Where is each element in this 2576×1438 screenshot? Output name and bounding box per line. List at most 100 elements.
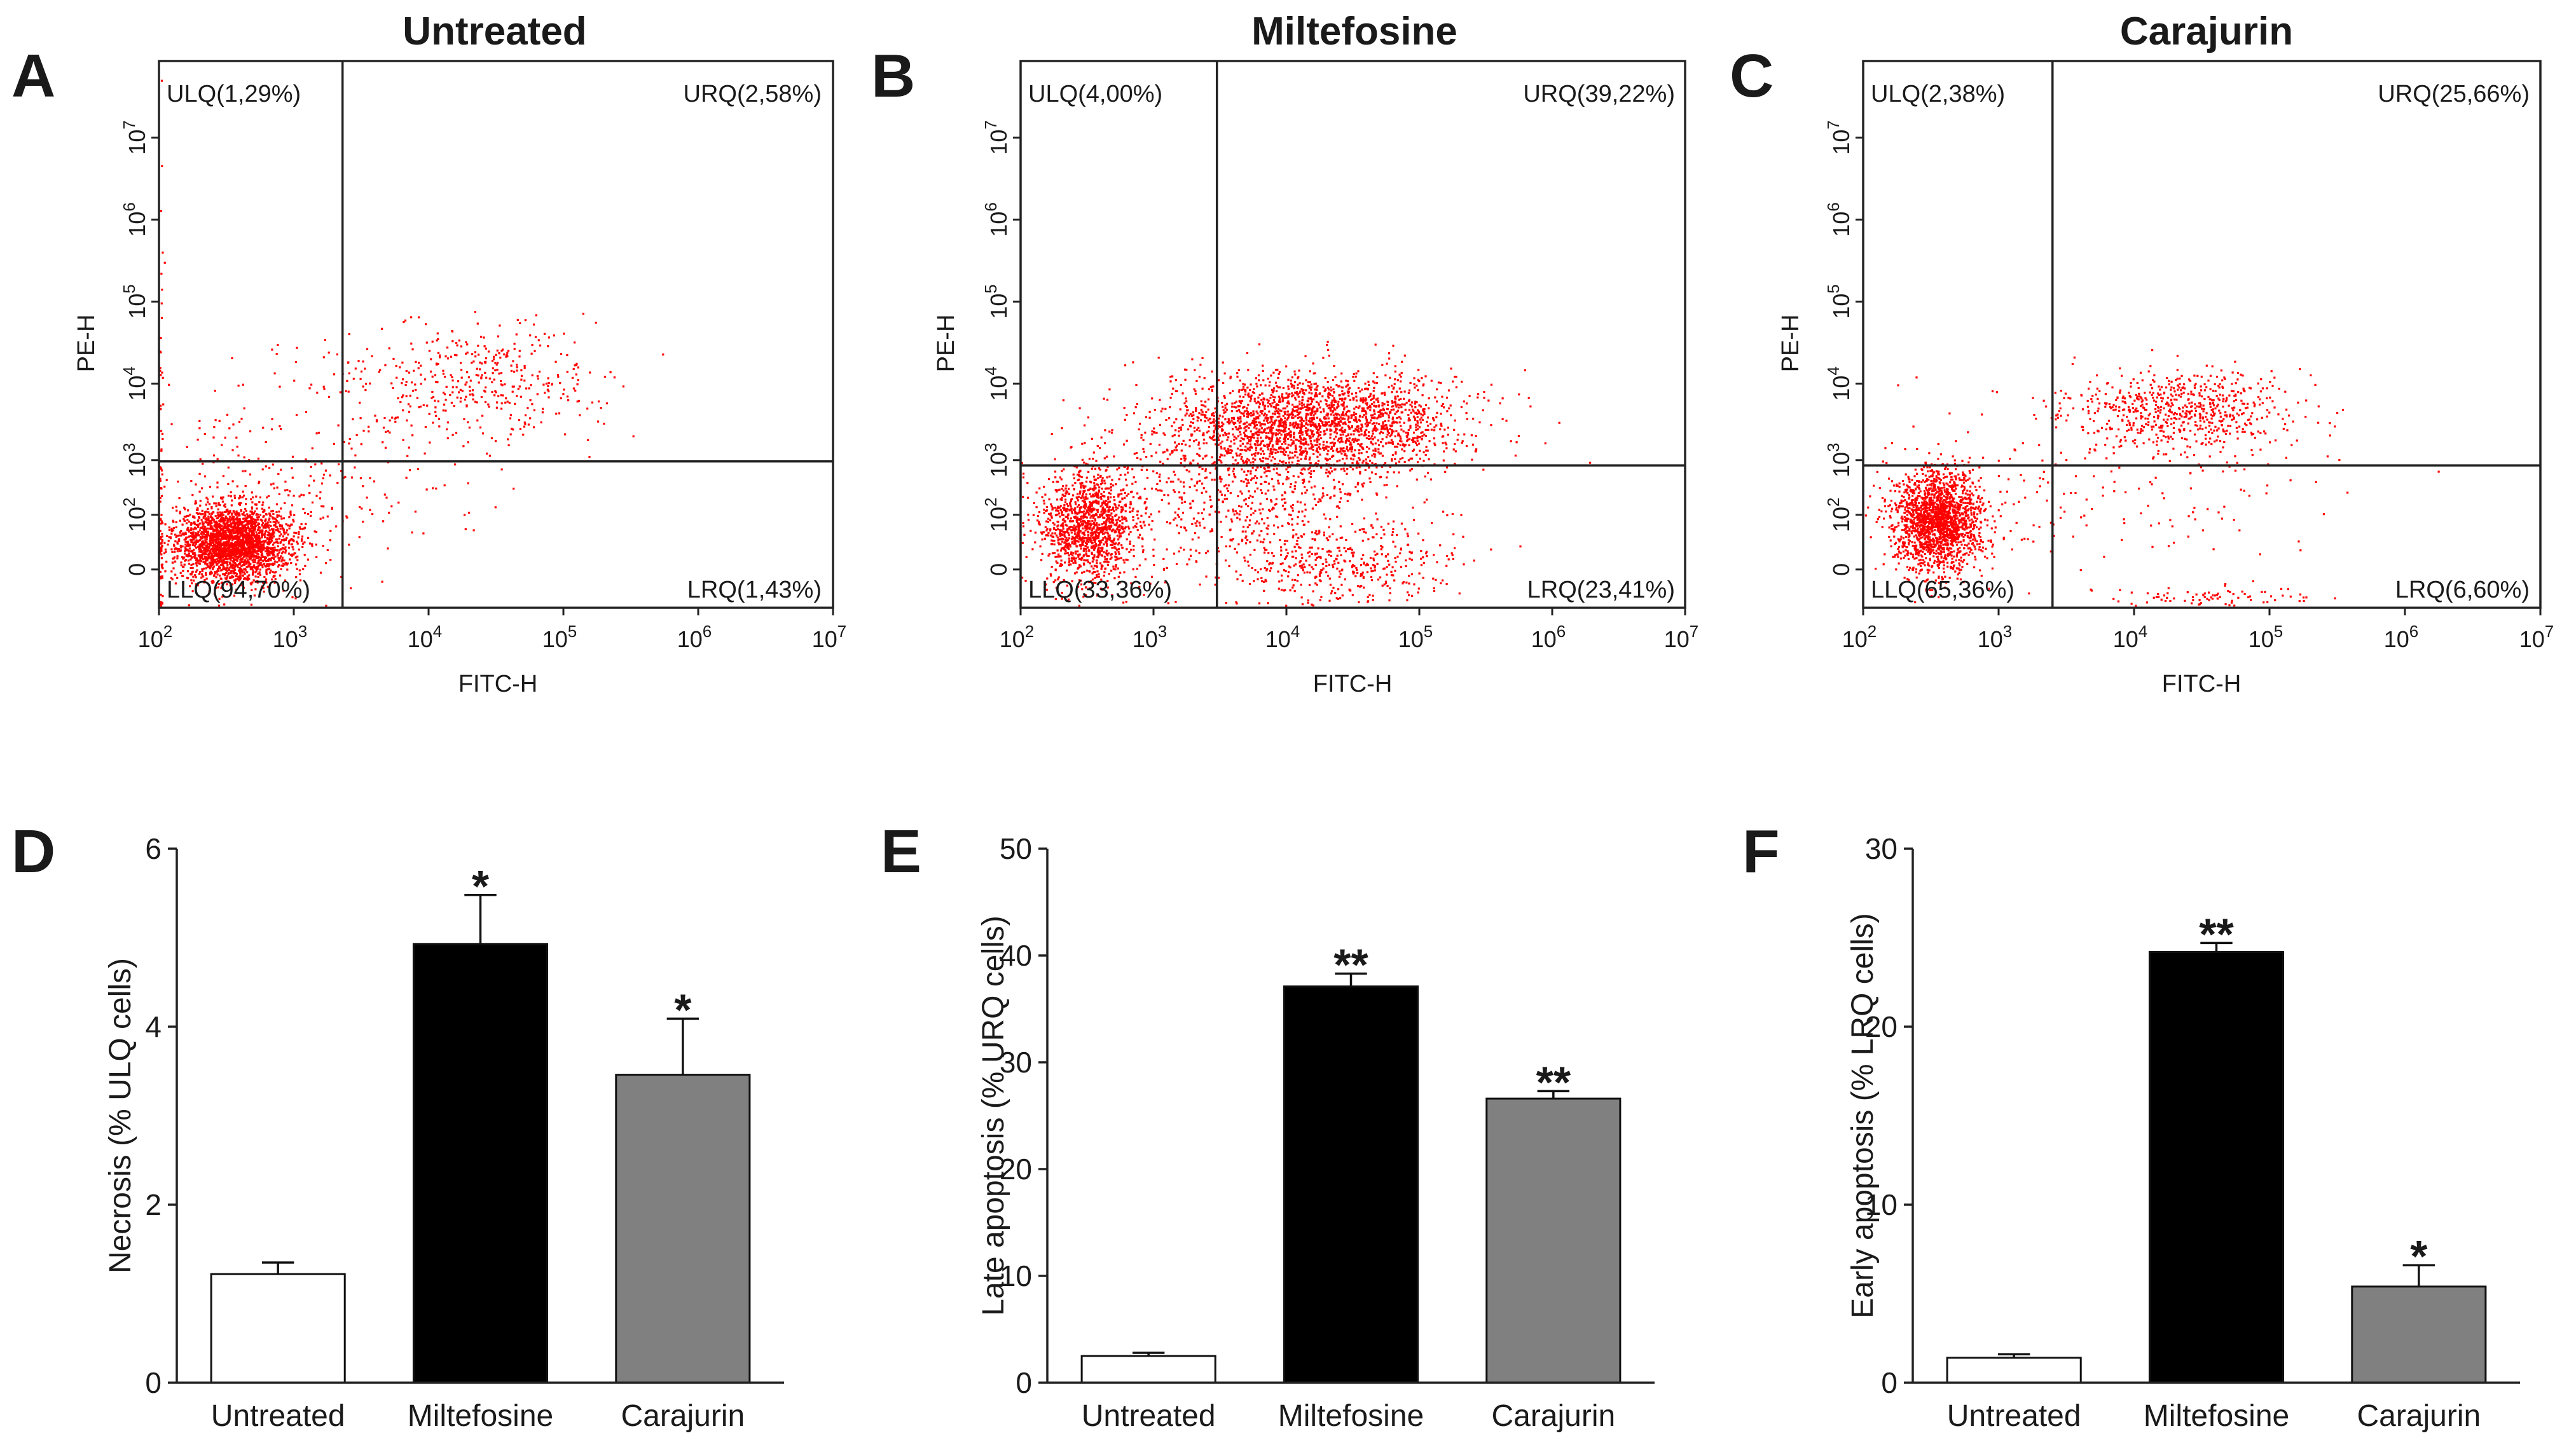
scatter-point [278, 564, 280, 566]
scatter-point [1052, 540, 1054, 542]
scatter-point [237, 549, 239, 551]
scatter-point [267, 541, 270, 544]
scatter-point [483, 345, 486, 348]
scatter-point [1127, 493, 1130, 495]
scatter-point [160, 430, 163, 432]
scatter-point [1063, 468, 1065, 470]
scatter-point [200, 543, 203, 545]
scatter-point [268, 532, 271, 535]
scatter-point [221, 520, 223, 523]
scatter-point [1082, 496, 1085, 499]
scatter-point [1059, 535, 1062, 538]
scatter-point [172, 567, 175, 570]
scatter-point [443, 393, 446, 395]
scatter-point [282, 517, 285, 519]
scatter-point [1150, 528, 1153, 531]
scatter-point [298, 569, 301, 572]
scatter-point [219, 520, 221, 523]
scatter-point [284, 561, 287, 565]
scatter-point [228, 537, 230, 539]
scatter-point [1087, 512, 1090, 514]
scatter-point [232, 521, 235, 523]
scatter-point [228, 427, 231, 430]
scatter-point [1074, 526, 1077, 529]
scatter-point [1125, 478, 1127, 481]
scatter-point [454, 353, 457, 356]
scatter-point [1022, 495, 1024, 498]
scatter-point [209, 551, 212, 554]
scatter-point [251, 559, 254, 561]
scatter-point [211, 550, 214, 552]
scatter-point [1083, 510, 1085, 513]
scatter-point [235, 514, 238, 516]
scatter-point [1030, 530, 1032, 532]
scatter-point [196, 534, 199, 537]
scatter-point [1101, 495, 1104, 497]
scatter-point [1091, 572, 1094, 575]
scatter-point [1085, 462, 1087, 465]
scatter-point [237, 558, 240, 560]
scatter-point [234, 562, 237, 565]
scatter-point [1057, 521, 1059, 523]
scatter-point [186, 536, 189, 538]
scatter-point [1064, 552, 1066, 555]
scatter-point [1088, 513, 1091, 516]
scatter-point [237, 578, 239, 580]
scatter-point [1279, 397, 1281, 400]
scatter-point [242, 530, 245, 533]
scatter-point [221, 500, 224, 503]
scatter-point [286, 562, 289, 565]
scatter-point [375, 420, 378, 423]
scatter-point [1309, 381, 1311, 383]
scatter-point [1390, 434, 1393, 436]
scatter-point [434, 399, 436, 402]
scatter-point [1082, 541, 1084, 544]
scatter-point [191, 536, 194, 538]
scatter-point [1339, 424, 1342, 427]
scatter-point [248, 574, 251, 577]
scatter-point [204, 512, 207, 515]
scatter-point [263, 510, 266, 512]
scatter-point [285, 538, 287, 541]
scatter-point [203, 515, 206, 517]
scatter-point [560, 353, 563, 355]
scatter-point [1103, 533, 1105, 535]
scatter-point [238, 522, 241, 524]
scatter-point [461, 390, 464, 392]
scatter-point [460, 376, 463, 379]
scatter-point [217, 503, 220, 506]
scatter-point [210, 570, 212, 573]
scatter-point [1081, 495, 1084, 498]
scatter-point [529, 334, 532, 337]
scatter-point [1090, 511, 1092, 514]
scatter-point [298, 531, 300, 533]
scatter-point [450, 401, 453, 404]
scatter-point [500, 394, 502, 397]
scatter-point [191, 532, 193, 535]
scatter-point [327, 395, 331, 398]
scatter-point [200, 540, 203, 543]
scatter-point [430, 358, 432, 360]
scatter-point [282, 563, 285, 565]
scatter-point [471, 389, 474, 392]
scatter-point [1093, 554, 1096, 556]
scatter-point [413, 369, 415, 372]
scatter-point [1128, 551, 1131, 554]
scatter-point [205, 517, 208, 519]
scatter-point [198, 512, 201, 515]
scatter-point [477, 345, 479, 347]
scatter-point [509, 417, 512, 420]
scatter-point [1061, 523, 1063, 526]
scatter-point [230, 491, 232, 493]
scatter-point [184, 552, 186, 555]
scatter-point [1113, 531, 1116, 533]
scatter-point [494, 369, 497, 372]
scatter-point [210, 553, 213, 556]
scatter-point [1125, 517, 1127, 520]
scatter-point [286, 489, 289, 491]
scatter-point [203, 527, 205, 530]
scatter-point [467, 421, 469, 423]
scatter-point [446, 346, 449, 349]
scatter-point [1068, 534, 1070, 537]
